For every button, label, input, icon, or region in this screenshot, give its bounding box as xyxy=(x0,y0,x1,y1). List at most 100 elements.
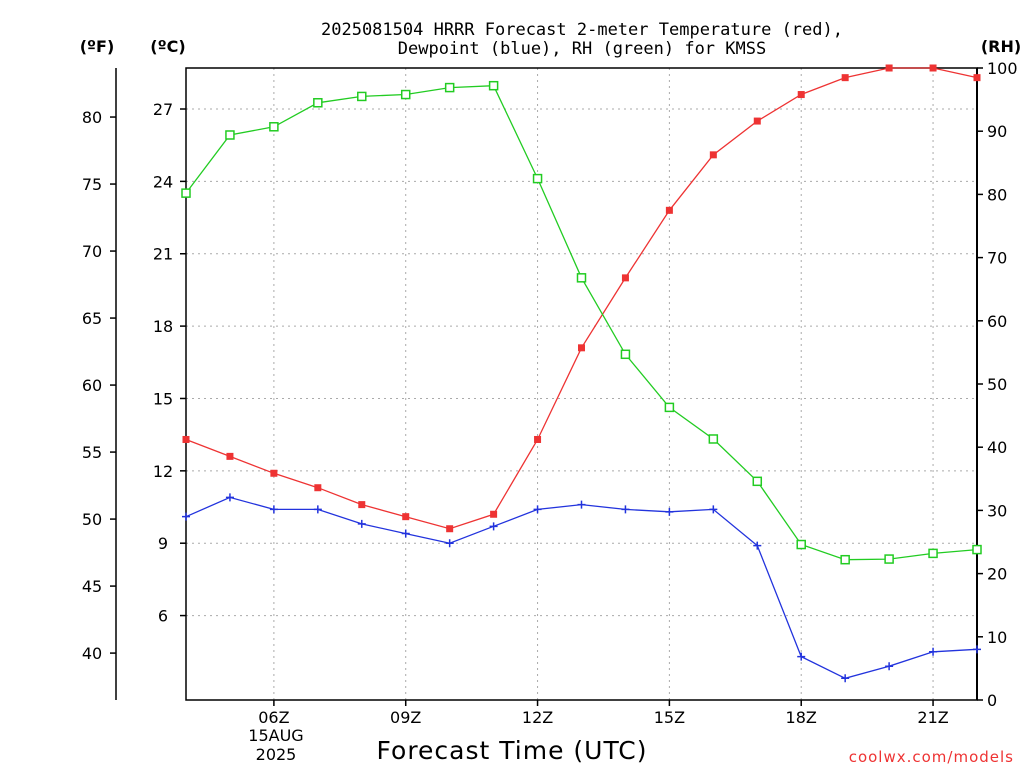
dewpoint-point xyxy=(533,505,542,514)
rh-tick-label: 0 xyxy=(987,691,997,710)
x-tick-label: 12Z xyxy=(522,708,553,727)
chart-title-line2: Dewpoint (blue), RH (green) for KMSS xyxy=(398,39,766,59)
rh-point xyxy=(357,91,367,102)
rh-point xyxy=(444,82,455,93)
rh-unit-label: (RH) xyxy=(981,37,1021,56)
rh-tick-label: 100 xyxy=(987,59,1018,78)
fahrenheit-tick-label: 45 xyxy=(82,577,102,596)
dewpoint-point xyxy=(885,662,894,671)
rh-point xyxy=(972,544,982,555)
rh-tick-label: 80 xyxy=(987,185,1007,204)
dewpoint-point xyxy=(269,505,278,514)
rh-tick-label: 70 xyxy=(987,249,1007,268)
rh-point xyxy=(313,98,323,108)
temperature-point xyxy=(490,510,498,518)
date-label-year: 2025 xyxy=(256,745,297,764)
rh-point xyxy=(840,554,850,565)
rh-tick-label: 20 xyxy=(987,565,1007,584)
fahrenheit-tick-label: 40 xyxy=(82,644,102,663)
rh-tick-label: 40 xyxy=(987,438,1007,457)
series-temperature xyxy=(182,64,981,533)
fahrenheit-unit-label: (ºF) xyxy=(80,37,115,56)
chart-title-line1: 2025081504 HRRR Forecast 2-meter Tempera… xyxy=(321,20,843,40)
x-tick-label: 15Z xyxy=(654,708,685,727)
rh-tick-label: 90 xyxy=(987,122,1007,141)
dewpoint-point xyxy=(621,505,630,514)
temperature-point xyxy=(270,469,278,477)
dewpoint-point xyxy=(577,500,586,509)
series-dewpoint xyxy=(182,493,981,683)
celsius-tick-label: 6 xyxy=(158,607,168,626)
celsius-tick-label: 12 xyxy=(153,462,173,481)
temperature-point xyxy=(841,74,849,82)
rh-point xyxy=(708,434,719,444)
temperature-point xyxy=(621,274,629,282)
series-rh xyxy=(181,80,982,565)
date-label-day: 15AUG xyxy=(248,726,303,745)
celsius-tick-label: 18 xyxy=(153,317,173,336)
fahrenheit-tick-label: 80 xyxy=(82,108,102,127)
temperature-point xyxy=(665,206,673,214)
rh-point xyxy=(488,80,499,91)
axis-ticks xyxy=(110,67,983,706)
fahrenheit-tick-label: 70 xyxy=(82,242,102,261)
x-tick-label: 06Z xyxy=(258,708,289,727)
rh-point xyxy=(269,122,279,132)
x-tick-label: 09Z xyxy=(390,708,421,727)
dewpoint-point xyxy=(182,512,190,521)
temperature-point xyxy=(446,525,454,533)
rh-point xyxy=(532,173,543,184)
celsius-tick-label: 24 xyxy=(153,172,173,191)
x-axis-title: Forecast Time (UTC) xyxy=(377,736,648,765)
temperature-point xyxy=(534,435,542,443)
rh-point xyxy=(400,89,411,100)
rh-tick-label: 60 xyxy=(987,312,1007,331)
temperature-point xyxy=(709,151,717,159)
celsius-tick-label: 9 xyxy=(158,534,168,553)
axis-tick-labels: 6 9 12 15 18 21 24 27 06Z 09Z 12Z 15Z 18Z 21Z 40 45 50 55… xyxy=(82,59,1018,727)
celsius-tick-label: 21 xyxy=(153,245,173,264)
dewpoint-point xyxy=(665,507,674,516)
rh-tick-label: 50 xyxy=(987,375,1007,394)
temperature-point xyxy=(578,344,585,352)
rh-tick-label: 30 xyxy=(987,501,1007,520)
dewpoint-point xyxy=(313,505,322,514)
fahrenheit-tick-label: 50 xyxy=(82,510,102,529)
rh-point xyxy=(884,554,894,564)
celsius-unit-label: (ºC) xyxy=(150,37,185,56)
rh-point xyxy=(664,402,675,413)
fahrenheit-tick-label: 75 xyxy=(82,175,102,194)
fahrenheit-tick-label: 65 xyxy=(82,309,102,328)
dewpoint-point xyxy=(841,674,850,683)
dewpoint-point xyxy=(973,645,981,654)
fahrenheit-tick-label: 60 xyxy=(82,376,102,395)
dewpoint-point xyxy=(709,505,718,514)
dewpoint-point xyxy=(753,541,762,550)
rh-point xyxy=(225,130,235,140)
x-tick-label: 21Z xyxy=(917,708,948,727)
rh-point xyxy=(752,476,763,487)
temperature-point xyxy=(226,452,234,460)
dewpoint-point xyxy=(225,493,234,502)
celsius-tick-label: 27 xyxy=(153,100,173,119)
temperature-point xyxy=(929,64,937,72)
temperature-point xyxy=(314,484,322,492)
temperature-point xyxy=(402,513,410,521)
credit-link[interactable]: coolwx.com/models xyxy=(849,748,1014,766)
rh-point xyxy=(796,539,806,550)
dewpoint-point xyxy=(401,529,410,538)
rh-point xyxy=(620,349,631,360)
rh-point xyxy=(576,273,587,283)
series-layer xyxy=(181,64,982,683)
rh-point xyxy=(928,548,938,559)
rh-tick-label: 10 xyxy=(987,628,1007,647)
dewpoint-point xyxy=(357,519,366,528)
rh-point xyxy=(181,188,191,198)
dewpoint-point xyxy=(929,647,938,656)
dewpoint-point xyxy=(797,652,806,661)
temperature-point xyxy=(973,74,981,82)
temperature-point xyxy=(797,91,805,99)
celsius-tick-label: 15 xyxy=(153,389,173,408)
